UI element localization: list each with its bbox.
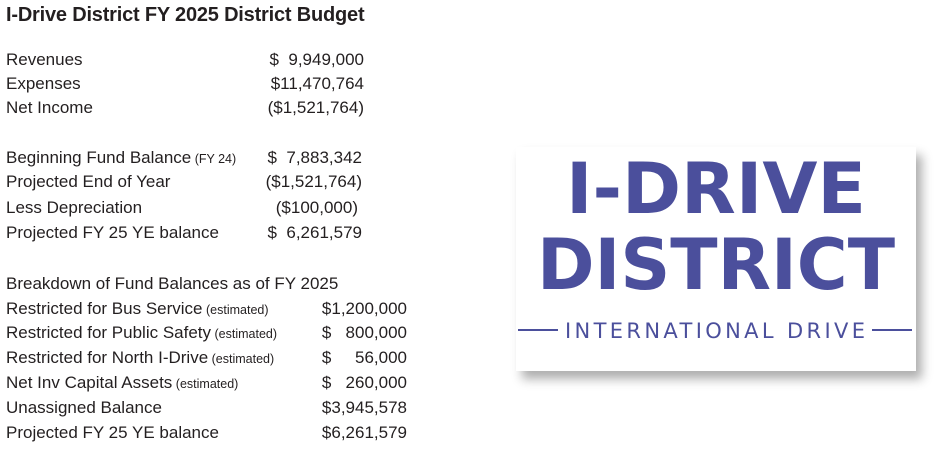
row-label: Unassigned Balance bbox=[6, 398, 162, 417]
row-amount: ($100,000) bbox=[275, 198, 358, 217]
row-label: Revenues bbox=[6, 50, 83, 69]
row-label: Restricted for Public Safety bbox=[6, 323, 212, 342]
row-note: (estimated) bbox=[208, 352, 275, 366]
logo-tagline: INTERNATIONAL DRIVE bbox=[565, 319, 865, 343]
row-label: Projected FY 25 YE balance bbox=[6, 223, 219, 242]
row-amount: $ 260,000 bbox=[321, 373, 407, 392]
row-label: Net Income bbox=[6, 98, 93, 117]
row-amount: $ 9,949,000 bbox=[269, 50, 364, 69]
row-label: Less Depreciation bbox=[6, 198, 143, 217]
logo-line2: DISTRICT bbox=[537, 224, 895, 306]
row-label: Restricted for Bus Service bbox=[6, 299, 203, 318]
district-logo-graphic: I-DRIVE DISTRICT INTERNATIONAL DRIVE bbox=[518, 148, 912, 343]
row-label: Projected End of Year bbox=[6, 172, 171, 191]
row-amount: $1,200,000 bbox=[321, 299, 407, 318]
district-logo: I-DRIVE DISTRICT INTERNATIONAL DRIVE bbox=[516, 147, 916, 371]
row-amount: $ 800,000 bbox=[321, 323, 407, 342]
row-label: Beginning Fund Balance bbox=[6, 148, 192, 167]
row-amount: $ 56,000 bbox=[321, 348, 407, 367]
row-amount: $ 6,261,579 bbox=[267, 223, 362, 242]
row-note: (estimated) bbox=[202, 303, 269, 317]
row-amount: $6,261,579 bbox=[321, 423, 407, 442]
row-amount: $3,945,578 bbox=[321, 398, 407, 417]
row-label: Projected FY 25 YE balance bbox=[6, 423, 219, 442]
row-note: (FY 24) bbox=[191, 152, 237, 166]
row-amount: $ 7,883,342 bbox=[267, 148, 362, 167]
row-note: (estimated) bbox=[172, 377, 239, 391]
row-note: (estimated) bbox=[211, 327, 278, 341]
row-label: Expenses bbox=[6, 74, 81, 93]
page-title: I-Drive District FY 2025 District Budget bbox=[6, 4, 365, 26]
row-amount: ($1,521,764) bbox=[267, 98, 364, 117]
row-label: Restricted for North I-Drive bbox=[6, 348, 209, 367]
logo-line1: I-DRIVE bbox=[566, 148, 866, 230]
row-amount: $11,470,764 bbox=[270, 74, 364, 93]
row-label: Net Inv Capital Assets bbox=[6, 373, 173, 392]
row-amount: ($1,521,764) bbox=[265, 172, 362, 191]
